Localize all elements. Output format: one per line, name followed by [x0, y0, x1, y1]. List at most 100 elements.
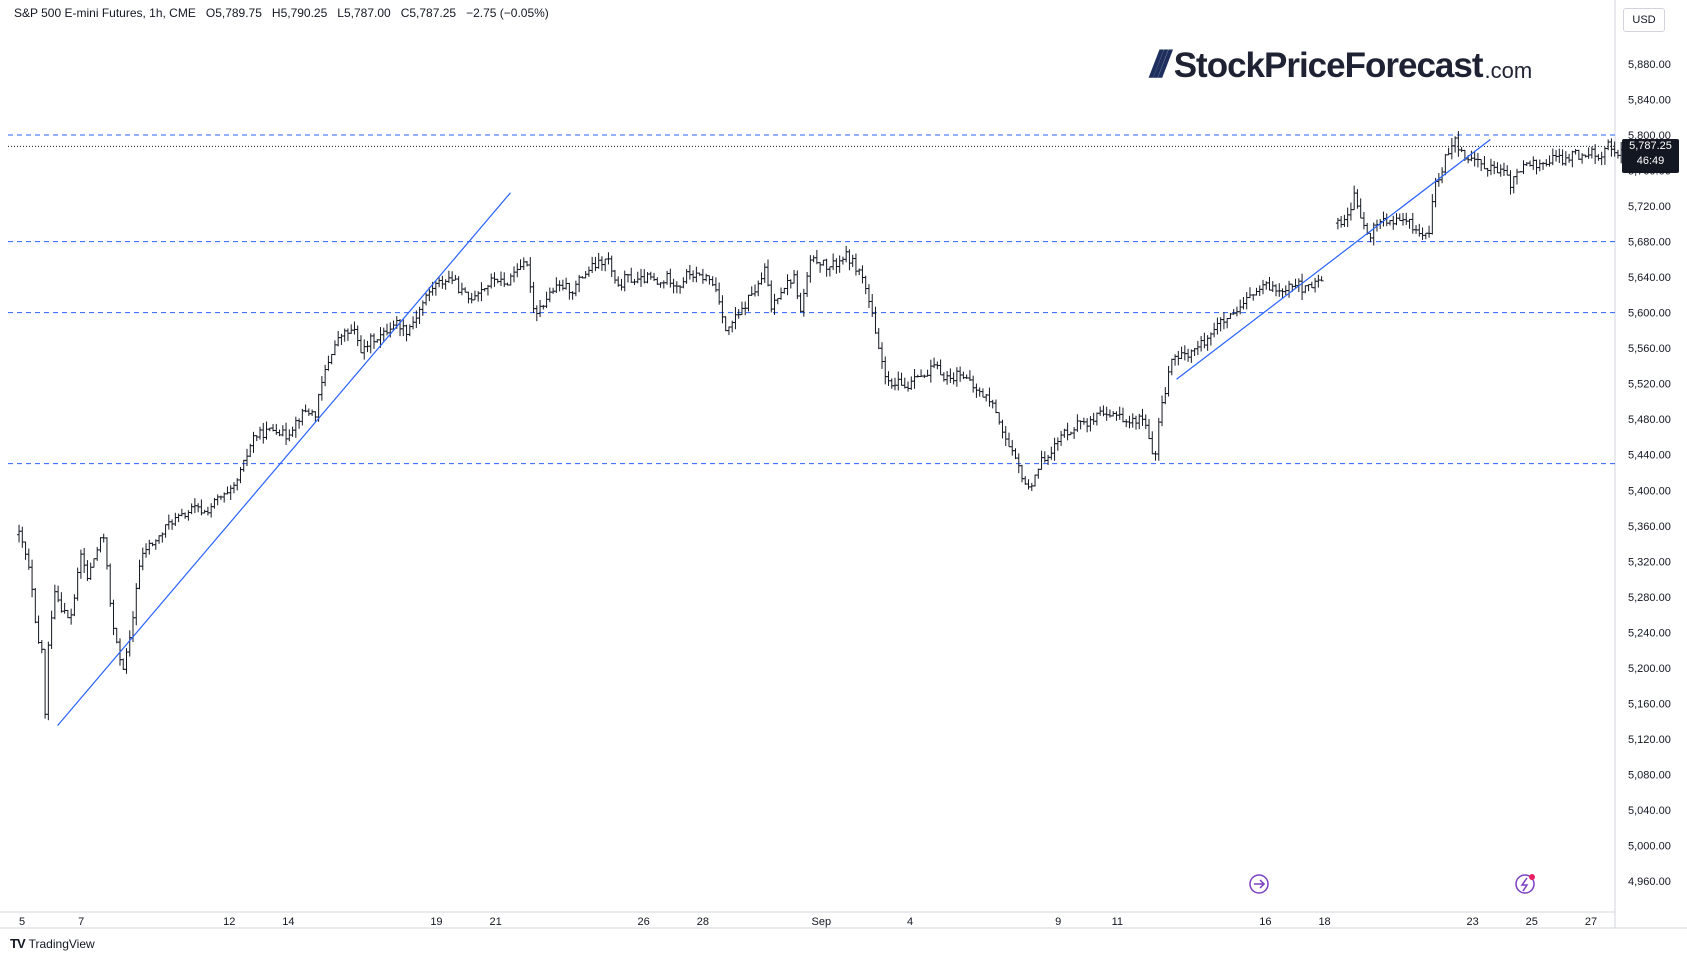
candle [1599, 151, 1604, 166]
candle [883, 356, 888, 385]
candle [599, 256, 604, 271]
candle [274, 423, 279, 435]
candle [772, 293, 777, 315]
candle [1358, 198, 1363, 219]
candle [590, 256, 595, 274]
candle [821, 259, 826, 266]
time-tick-label: 23 [1466, 916, 1478, 928]
currency-button[interactable]: USD [1623, 8, 1665, 32]
candle [612, 269, 617, 284]
candles [17, 131, 1646, 721]
candle [1293, 278, 1298, 288]
candle [762, 263, 767, 283]
tradingview-logo-icon: TV [10, 936, 26, 951]
candle [1404, 212, 1409, 225]
candle [1495, 162, 1500, 174]
candle [785, 274, 790, 296]
event-marker-icon[interactable] [1249, 874, 1269, 894]
candle [844, 245, 849, 263]
price-tick-label: 5,040.00 [1628, 805, 1671, 817]
candle [1511, 176, 1516, 194]
candle [411, 316, 416, 330]
candle [1094, 412, 1099, 426]
candle [1554, 149, 1559, 162]
earnings-circle [1515, 874, 1535, 894]
earnings-marker-icon[interactable] [1515, 874, 1535, 894]
candle [525, 261, 530, 267]
candle [349, 324, 354, 335]
candle [541, 304, 546, 310]
symbol-title[interactable]: S&P 500 E-mini Futures, 1h, CME [14, 6, 196, 20]
stockpriceforecast-logo: /// StockPriceForecast .com [1150, 44, 1532, 87]
candle [827, 266, 832, 277]
candle [1345, 207, 1350, 228]
candle [1430, 194, 1435, 235]
candle [23, 541, 28, 560]
candle [1166, 365, 1171, 397]
candle [912, 369, 917, 389]
candle [573, 280, 578, 297]
candle [860, 265, 865, 284]
candle [1501, 162, 1506, 176]
time-tick-label: 26 [638, 916, 650, 928]
candle [775, 297, 780, 305]
candle [876, 328, 881, 350]
price-tick-label: 5,560.00 [1628, 343, 1671, 355]
candle [121, 658, 126, 671]
time-tick-label: 28 [697, 916, 709, 928]
time-tick-label: Sep [812, 916, 832, 928]
candle [707, 275, 712, 285]
candle [140, 547, 145, 571]
candle [88, 562, 93, 581]
candle [609, 255, 614, 278]
candle [1003, 426, 1008, 446]
candle [1514, 168, 1519, 185]
candle [228, 485, 233, 500]
candle [1033, 474, 1038, 487]
candle [1524, 162, 1529, 167]
candle [176, 513, 181, 523]
candle [62, 602, 67, 614]
candle [1221, 312, 1226, 330]
candle [1593, 144, 1598, 164]
candle [687, 264, 692, 280]
tradingview-footer[interactable]: TV TradingView [10, 936, 95, 951]
candle [1335, 217, 1340, 230]
candle [1202, 332, 1207, 349]
candle [723, 316, 728, 332]
candle [1257, 285, 1262, 297]
logo-word: StockPriceForecast [1173, 45, 1484, 85]
candle [1352, 185, 1357, 211]
candle [1479, 158, 1484, 172]
candle [1195, 340, 1200, 356]
time-tick-label: 16 [1259, 916, 1271, 928]
candle [352, 321, 357, 335]
time-tick-label: 7 [78, 916, 84, 928]
candle [1420, 227, 1425, 240]
candle [788, 279, 793, 289]
candle [1339, 216, 1344, 228]
price-tick-label: 5,120.00 [1628, 734, 1671, 746]
candle [1586, 147, 1591, 159]
price-tick-label: 5,840.00 [1628, 95, 1671, 107]
candle [1306, 284, 1311, 292]
candle [479, 282, 484, 302]
candle [134, 583, 139, 626]
candle [1247, 287, 1252, 299]
candle [1006, 432, 1011, 448]
candle [1150, 431, 1155, 455]
candle [811, 255, 816, 263]
time-tick-label: 21 [490, 916, 502, 928]
time-tick-label: 11 [1112, 916, 1123, 928]
candle [489, 273, 494, 289]
candle [404, 324, 409, 342]
candle [704, 273, 709, 282]
candle [746, 294, 751, 312]
candle [52, 584, 57, 620]
candle [1560, 149, 1565, 166]
candle [1348, 202, 1353, 221]
candle [792, 270, 797, 284]
candle [1153, 451, 1158, 461]
candle [1423, 232, 1428, 240]
